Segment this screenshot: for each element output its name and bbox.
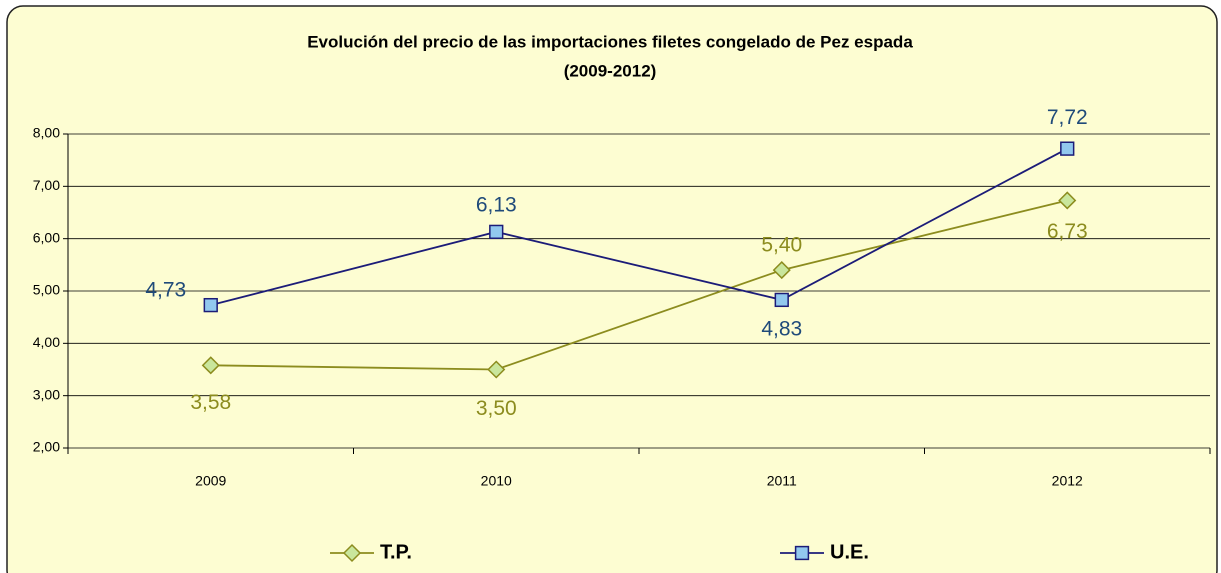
- y-tick-label: 3,00: [33, 386, 60, 402]
- x-tick-label: 2011: [767, 473, 797, 489]
- y-tick-label: 5,00: [33, 282, 60, 298]
- data-point: [201, 356, 220, 375]
- series-line: [210, 147, 1068, 307]
- data-point: [774, 292, 789, 308]
- legend-marker: [342, 543, 362, 563]
- data-label: 3,50: [476, 397, 517, 420]
- x-tick-label: 2010: [481, 473, 512, 489]
- y-tick-label: 6,00: [33, 229, 60, 245]
- data-point: [1058, 191, 1077, 210]
- x-tick-label: 2009: [195, 473, 226, 489]
- x-tick-label: 2012: [1052, 473, 1083, 489]
- data-point: [489, 224, 504, 240]
- data-label: 3,58: [190, 391, 231, 414]
- series-line: [210, 199, 1068, 371]
- data-label: 6,13: [476, 193, 517, 216]
- y-tick-label: 8,00: [33, 125, 60, 141]
- data-label: 4,83: [761, 317, 802, 340]
- data-label: 6,73: [1047, 220, 1088, 243]
- data-point: [772, 261, 791, 280]
- chart-subtitle: (2009-2012): [564, 61, 657, 80]
- data-label: 7,72: [1047, 106, 1088, 129]
- data-point: [487, 360, 506, 379]
- legend-label: T.P.: [380, 541, 412, 563]
- y-tick-label: 4,00: [33, 334, 60, 350]
- data-point: [1060, 141, 1075, 156]
- legend-marker: [794, 545, 810, 561]
- legend-label: U.E.: [830, 541, 869, 563]
- data-point: [203, 297, 218, 313]
- y-tick-label: 2,00: [33, 439, 60, 455]
- y-tick-label: 7,00: [33, 177, 60, 193]
- chart-area: [6, 5, 1218, 573]
- data-label: 4,73: [145, 279, 186, 302]
- chart-title: Evolución del precio de las importacione…: [307, 32, 913, 51]
- data-label: 5,40: [761, 234, 802, 257]
